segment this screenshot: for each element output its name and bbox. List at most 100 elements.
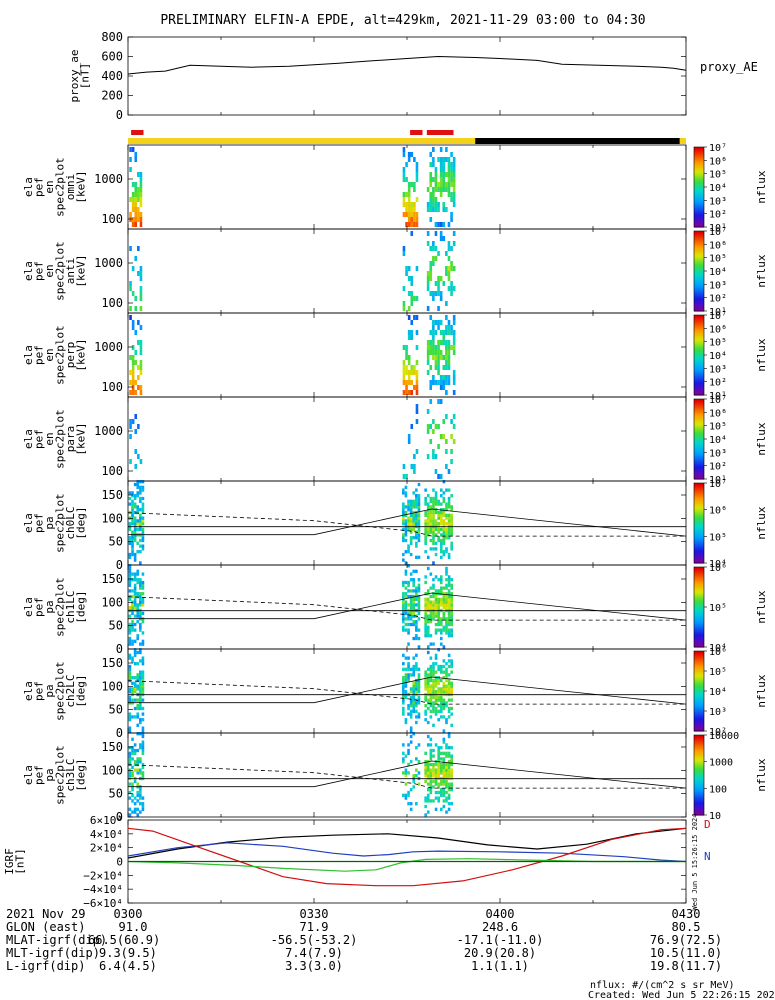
pa-pixel bbox=[409, 617, 413, 621]
spec-colorbar-omni-swatch bbox=[694, 177, 704, 180]
pa-pixel bbox=[131, 622, 134, 627]
pa-pixel bbox=[141, 603, 145, 607]
pa-pixel bbox=[139, 642, 142, 646]
spec-pixel bbox=[439, 157, 443, 162]
spec-pixel bbox=[447, 222, 451, 227]
pa-pixel bbox=[439, 589, 443, 593]
pa-pixel bbox=[136, 480, 140, 484]
spec-colorbar-omni-swatch bbox=[694, 203, 704, 206]
spec-pixel bbox=[442, 385, 446, 390]
pa-colorbar-ch2LC-swatch bbox=[694, 663, 704, 666]
spec-colorbar-omni-swatch bbox=[694, 151, 704, 154]
spec-pixel bbox=[413, 464, 416, 469]
pa-pixel bbox=[447, 788, 451, 792]
spec-colorbar-para-label: 10¹ bbox=[709, 475, 727, 486]
pa-pixel bbox=[415, 667, 418, 671]
spec-pixel bbox=[407, 360, 411, 365]
pa-pixel bbox=[437, 622, 440, 627]
spec-pixel bbox=[415, 266, 419, 271]
pa-pixel bbox=[447, 578, 451, 582]
pa-ylabel-ch0LC-line-4: ch0LC bbox=[64, 506, 77, 539]
spec-pixel bbox=[131, 385, 135, 390]
pa-pixel bbox=[141, 771, 145, 775]
proxy-ae-ytick-label: 800 bbox=[101, 30, 123, 44]
pa-colorbar-ch2LC-swatch bbox=[694, 697, 704, 700]
pa-colorbar-ch0LC-label: 10⁴ bbox=[709, 559, 727, 570]
pa-pixel bbox=[404, 796, 408, 800]
pa-pixel bbox=[432, 508, 435, 512]
pa-pixel bbox=[437, 695, 440, 699]
spec-pixel bbox=[410, 217, 414, 222]
spec-colorbar-omni-swatch bbox=[694, 179, 704, 182]
pa-pixel bbox=[426, 628, 430, 632]
spec-pixel bbox=[434, 281, 438, 286]
pa-colorbar-ch3LC-swatch bbox=[694, 765, 704, 768]
pa-pixel bbox=[141, 729, 145, 733]
pa-pixel bbox=[402, 519, 405, 523]
spec-colorbar-para-swatch bbox=[694, 463, 704, 466]
pa-pixel bbox=[432, 527, 435, 531]
pa-pixel bbox=[450, 631, 453, 635]
spec-pixel bbox=[129, 197, 132, 202]
spec-pixel bbox=[405, 474, 408, 479]
spec-colorbar-anti-swatch bbox=[694, 271, 704, 274]
pa-ylabel-ch1LC-line-3: spec2plot bbox=[53, 577, 66, 637]
pa-pixel bbox=[402, 617, 405, 621]
spec-colorbar-para-swatch bbox=[694, 453, 704, 456]
pa-pixel bbox=[141, 505, 145, 509]
pa-pixel bbox=[404, 681, 408, 685]
pa-pixel bbox=[133, 603, 137, 607]
pa-pixel bbox=[432, 690, 435, 694]
proxy-ae-ylabel-line-0: proxy_ae bbox=[68, 50, 81, 103]
pa-pixel bbox=[439, 709, 443, 713]
pa-pixel bbox=[442, 538, 446, 543]
pa-pixel bbox=[445, 628, 448, 632]
spec-xticks-anti bbox=[127, 229, 687, 313]
pa-pixel bbox=[412, 597, 416, 601]
spec-pixel bbox=[129, 419, 132, 424]
pa-pixel bbox=[429, 667, 433, 671]
pa-pixel bbox=[407, 614, 410, 618]
spec-pixel bbox=[405, 390, 408, 395]
spec-colorbar-omni-title: nflux bbox=[755, 170, 768, 203]
pa-pixel bbox=[429, 505, 433, 509]
spec-pixel bbox=[452, 370, 456, 375]
pa-colorbar-ch1LC-swatch bbox=[694, 591, 704, 594]
pa-pixel bbox=[412, 670, 416, 674]
spec-pixel bbox=[434, 187, 438, 192]
spec-colorbar-perp-swatch bbox=[694, 381, 704, 384]
pa-pixel bbox=[136, 482, 140, 487]
pa-pixel bbox=[450, 687, 453, 691]
pa-pixel bbox=[434, 533, 438, 537]
pa-pixel bbox=[442, 729, 446, 733]
spec-pixel bbox=[437, 444, 440, 449]
pa-pixel bbox=[450, 583, 453, 587]
pa-pixel bbox=[445, 754, 448, 758]
pa-colorbar-ch2LC-swatch bbox=[694, 669, 704, 672]
pa-pixel bbox=[450, 712, 453, 716]
footer-mlt-3: 10.5(11.0) bbox=[650, 946, 722, 960]
pa-pixel bbox=[128, 729, 132, 733]
pa-pixel bbox=[445, 676, 448, 680]
pa-pixel bbox=[415, 687, 418, 691]
pa-pixel bbox=[136, 541, 140, 545]
pa-pixel bbox=[404, 586, 408, 590]
pa-pixel bbox=[131, 550, 134, 554]
igrf-ylabel-line-0: IGRF bbox=[3, 848, 16, 875]
pa-pixel bbox=[439, 575, 443, 579]
pa-pixel bbox=[442, 522, 446, 526]
pa-colorbar-ch0LC-swatch bbox=[694, 521, 704, 524]
pa-pixel bbox=[424, 502, 427, 506]
pa-pixel bbox=[434, 695, 438, 699]
spec-pixel bbox=[437, 325, 440, 330]
spec-colorbar-perp-label: 10⁶ bbox=[709, 324, 727, 335]
spec-colorbar-omni-label: 10⁴ bbox=[709, 183, 727, 194]
pa-pixel bbox=[133, 762, 137, 767]
pa-pixel bbox=[426, 734, 430, 739]
spec-pixel bbox=[452, 390, 456, 395]
spec-pixel bbox=[445, 380, 448, 385]
pa-pixel bbox=[417, 676, 421, 680]
spec-pixel bbox=[415, 385, 419, 390]
pa-pixel bbox=[426, 634, 430, 638]
pa-pixel bbox=[141, 620, 145, 624]
